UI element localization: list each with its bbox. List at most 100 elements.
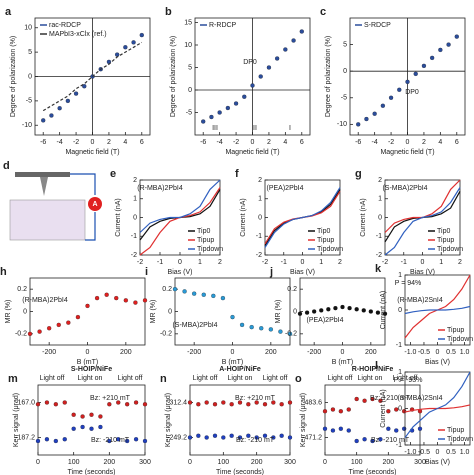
y-tick-label: 2: [133, 177, 137, 184]
legend-label: Tipdown: [197, 246, 223, 253]
y-tick-label: -0.2: [285, 331, 297, 338]
data-point: [242, 94, 247, 99]
x-axis-label: Bias (V): [410, 269, 435, 276]
x-tick-label: -200: [42, 349, 56, 356]
data-point: [233, 101, 239, 106]
y-tick-label: -1: [376, 233, 382, 240]
legend-label: Tipup: [437, 237, 454, 244]
data-point: [82, 84, 87, 89]
x-tick-label: 0: [36, 459, 40, 466]
x-tick-label: -6: [355, 139, 361, 146]
wire: [70, 173, 96, 241]
data-point: [65, 98, 71, 104]
x-axis-label: B (mT): [77, 359, 98, 366]
y-tick-label: -1: [396, 442, 402, 449]
y-tick-label: -1: [396, 342, 402, 349]
ammeter: [88, 197, 102, 211]
chart-title: R-HOIP/NiFe: [352, 366, 394, 373]
data-point: [370, 438, 375, 444]
x-tick-label: 2: [267, 139, 271, 146]
data-point: [62, 437, 67, 442]
y-tick-label: -167.0: [15, 399, 35, 406]
data-point: [237, 400, 243, 405]
y-tick-label: -2: [256, 252, 262, 259]
data-point: [287, 331, 293, 336]
data-point: [368, 309, 373, 314]
panel-label: g: [355, 168, 362, 180]
x-tick-label: 300: [414, 459, 426, 466]
x-axis-label: Bias (V): [290, 269, 315, 276]
annotation: Bz: -210 mT: [371, 437, 410, 444]
legend-label: MAPbI3-xClx (ref.): [49, 31, 107, 38]
x-tick-label: 0: [323, 459, 327, 466]
data-point: [47, 326, 52, 331]
data-point: [402, 409, 407, 414]
x-axis-label: B (mT): [332, 359, 353, 366]
x-axis-label: Magnetic field (T): [225, 149, 279, 156]
data-point: [182, 289, 187, 294]
data-point: [89, 412, 94, 417]
data-point: [254, 400, 259, 405]
y-tick-label: -0.2: [15, 331, 27, 338]
data-point: [287, 400, 293, 405]
data-point: [361, 308, 366, 313]
data-point: [27, 331, 33, 336]
ammeter-label: A: [92, 201, 97, 208]
y-axis-label: MR (%): [275, 300, 282, 324]
plot-frame: [29, 277, 146, 346]
annotation: DP0: [405, 89, 419, 96]
x-tick-label: 4: [123, 139, 127, 146]
x-tick-label: 200: [365, 349, 377, 356]
annotation: III: [212, 125, 218, 132]
x-tick-label: 100: [217, 459, 229, 466]
data-point: [89, 426, 94, 431]
x-tick-label: 2: [422, 139, 426, 146]
data-point: [330, 407, 336, 412]
annotation: Light on: [228, 375, 253, 382]
data-point: [279, 433, 284, 438]
data-point: [53, 402, 58, 407]
x-axis-label: Bias (V): [168, 269, 193, 276]
x-tick-label: 2: [458, 259, 462, 266]
data-point: [56, 322, 61, 328]
y-axis-label: Kerr signal (μrad): [165, 393, 172, 447]
panel-label: b: [165, 6, 172, 18]
annotation: (S-MBA)2PbI4: [172, 322, 217, 329]
x-axis-label: Magnetic field (T): [380, 149, 434, 156]
x-tick-label: 200: [120, 349, 132, 356]
annotation: P = -93%: [394, 377, 423, 384]
x-tick-label: -4: [57, 139, 63, 146]
y-tick-label: -249.2: [167, 434, 187, 441]
data-point: [405, 79, 410, 84]
panel-label: o: [295, 373, 302, 385]
data-point: [354, 438, 359, 444]
data-point: [378, 437, 383, 442]
x-tick-label: 0: [188, 459, 192, 466]
series-line: [139, 179, 221, 233]
panel-label: i: [145, 266, 148, 278]
data-point: [114, 52, 120, 57]
data-point: [429, 55, 435, 61]
x-tick-label: 200: [382, 459, 394, 466]
legend-label: Tipdown: [447, 336, 473, 343]
series-line: [42, 41, 143, 112]
x-tick-label: 300: [139, 459, 151, 466]
annotation: Bz: +210 mT: [370, 395, 411, 402]
data-point: [283, 47, 288, 52]
plot-frame: [189, 384, 291, 456]
y-tick-label: -0.2: [160, 331, 172, 338]
x-tick-label: -2: [73, 139, 79, 146]
legend-label: S-RDCP: [364, 22, 391, 29]
annotation: (R-MBA)2SnI4: [397, 297, 443, 304]
data-point: [250, 83, 255, 88]
data-point: [299, 29, 304, 34]
x-tick-label: -4: [217, 139, 223, 146]
data-point: [338, 426, 343, 431]
data-point: [220, 295, 226, 301]
plot-frame: [174, 277, 291, 346]
y-axis-label: Current (nA): [380, 389, 387, 428]
panel-label: n: [160, 373, 167, 385]
data-point: [230, 314, 235, 320]
data-point: [217, 110, 222, 115]
